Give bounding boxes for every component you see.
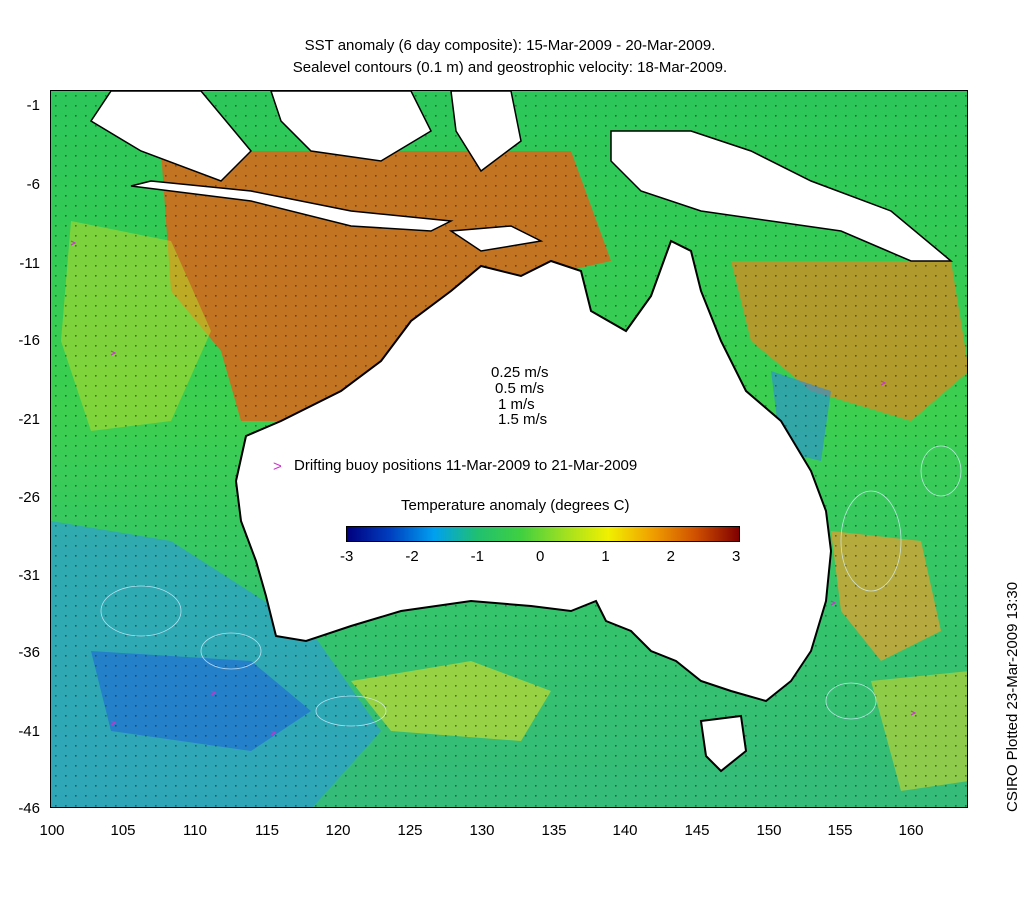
velocity-legend-05: 0.5 m/s (495, 380, 545, 397)
map-title-line2: Sealevel contours (0.1 m) and geostrophi… (292, 59, 728, 76)
x-tick: 135 (541, 822, 567, 839)
colorbar-tick-label: -2 (405, 548, 419, 565)
velocity-legend-1: 1 m/s (498, 396, 535, 413)
velocity-legend-15: 1.5 m/s (498, 411, 548, 428)
sumatra-landmass (89, 91, 253, 182)
colorbar (346, 526, 740, 542)
colorbar-tick-label: -3 (340, 548, 354, 565)
x-tick: 100 (39, 822, 65, 839)
sulawesi-landmass (450, 91, 522, 173)
sst-map-canvas (51, 91, 967, 807)
colorbar-tick-label: 2 (666, 548, 675, 565)
x-tick: 115 (255, 822, 279, 839)
x-tick: 125 (397, 822, 423, 839)
y-tick: -16 (18, 332, 40, 349)
java-landmass (130, 180, 454, 232)
buoy-legend-marker: > (273, 458, 282, 475)
velocity-legend-025: 0.25 m/s (491, 364, 549, 381)
x-tick: 120 (325, 822, 351, 839)
x-tick: 150 (756, 822, 782, 839)
y-tick: -21 (18, 411, 40, 428)
buoy-positions (70, 240, 917, 736)
y-tick: -41 (18, 723, 40, 740)
borneo-landmass (270, 91, 432, 162)
y-tick: -11 (19, 255, 40, 272)
colorbar-tick-label: 0 (536, 548, 545, 565)
plot-credit-label: CSIRO Plotted 23-Mar-2009 13:30 (1004, 581, 1020, 812)
y-tick: -26 (18, 489, 40, 506)
tasmania-landmass (699, 714, 748, 773)
colorbar-tick-label: -1 (470, 548, 484, 565)
x-tick: 105 (110, 822, 136, 839)
x-tick: 145 (684, 822, 710, 839)
y-tick: -36 (18, 644, 40, 661)
colorbar-tick-label: 3 (732, 548, 741, 565)
y-tick: -1 (26, 97, 40, 114)
colorbar-tick-label: 1 (601, 548, 610, 565)
x-tick: 110 (183, 822, 207, 839)
y-tick: -31 (18, 567, 40, 584)
x-tick: 140 (612, 822, 638, 839)
timor-landmass (448, 225, 544, 252)
buoy-legend-label: Drifting buoy positions 11-Mar-2009 to 2… (294, 457, 638, 474)
colorbar-title: Temperature anomaly (degrees C) (401, 497, 630, 514)
sst-map: 0.25 m/s 0.5 m/s 1 m/s 1.5 m/s > Driftin… (50, 90, 968, 808)
new-guinea-landmass (610, 130, 954, 262)
x-tick: 160 (898, 822, 924, 839)
y-tick: -46 (18, 800, 40, 817)
map-title-line1: SST anomaly (6 day composite): 15-Mar-20… (304, 37, 716, 54)
australia-landmass (234, 239, 833, 703)
sealevel-contours (100, 445, 962, 727)
x-tick: 130 (469, 822, 495, 839)
x-tick: 155 (827, 822, 853, 839)
y-tick: -6 (26, 176, 40, 193)
